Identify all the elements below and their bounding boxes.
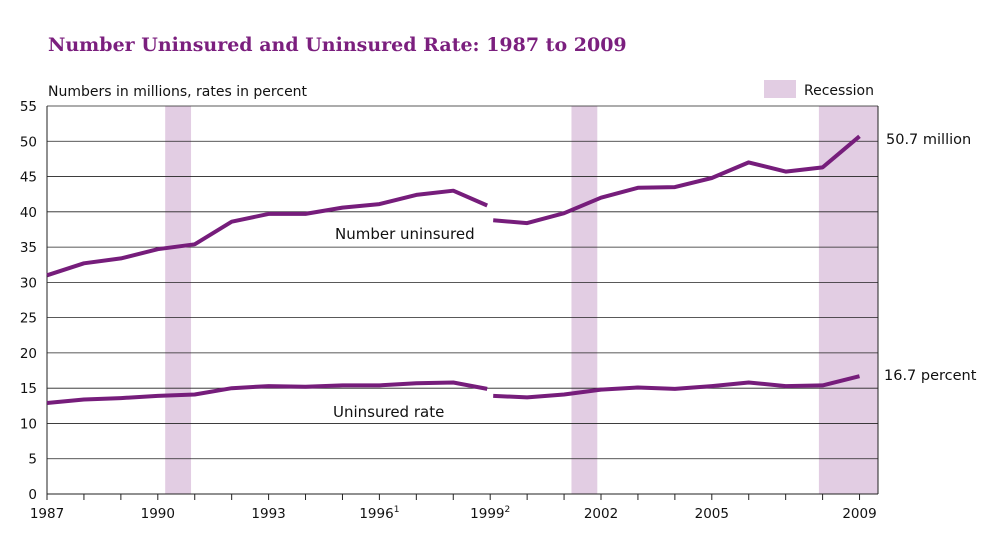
x-tick-label: 19992 [470, 505, 510, 522]
series-label-uninsured-rate: Uninsured rate [333, 403, 444, 421]
recession-layer [165, 106, 878, 494]
legend-swatch [764, 80, 796, 98]
series-line-number-uninsured-seg1 [46, 188, 489, 278]
y-tick-label: 35 [20, 240, 37, 256]
x-tick-label: 19961 [359, 505, 399, 522]
series-line-number-uninsured-seg2 [493, 134, 861, 226]
legend-label: Recession [804, 83, 874, 99]
y-axis-label: Numbers in millions, rates in percent [48, 84, 308, 100]
y-tick-label: 20 [20, 346, 37, 362]
recession-band-3 [818, 106, 878, 494]
x-tick-label: 2009 [842, 506, 876, 522]
x-tick-label: 1987 [30, 506, 64, 522]
y-tick-label: 10 [20, 416, 37, 432]
label-layer: Numbers in millions, rates in percent Rec… [48, 80, 977, 421]
y-tick-label: 25 [20, 311, 37, 327]
end-label-uninsured-rate: 16.7 percent [884, 368, 977, 384]
y-tick-label: 55 [20, 99, 37, 115]
series-line-uninsured-rate-seg1 [46, 380, 488, 405]
x-tick-label: 1990 [141, 506, 175, 522]
x-tick-label: 2002 [584, 506, 618, 522]
x-tick-label: 1993 [251, 506, 285, 522]
y-tick-label: 30 [20, 275, 37, 291]
y-tick-label: 50 [20, 134, 37, 150]
recession-band-2 [571, 106, 598, 494]
recession-band-1 [165, 106, 192, 494]
series-layer [46, 134, 861, 405]
x-tick-label: 2005 [695, 506, 729, 522]
y-tick-label: 0 [28, 487, 37, 503]
y-tick-label: 40 [20, 205, 37, 221]
axis-layer: 0 5 10 15 20 25 30 35 40 45 50 55 1987 1990 1993 19961 1… [20, 99, 879, 522]
chart-title: Number Uninsured and Uninsured Rate: 198… [48, 34, 627, 56]
series-label-number-uninsured: Number uninsured [335, 225, 475, 243]
end-label-number-uninsured: 50.7 million [886, 132, 971, 148]
y-tick-label: 5 [28, 452, 37, 468]
y-tick-label: 15 [20, 381, 37, 397]
y-tick-label: 45 [20, 170, 37, 186]
series-line-uninsured-rate-seg2 [493, 374, 860, 400]
